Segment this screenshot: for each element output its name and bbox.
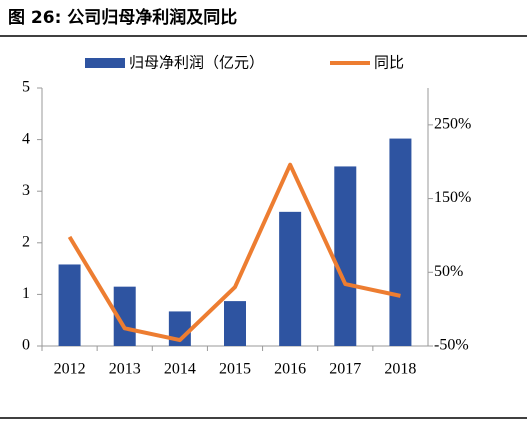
legend-swatch (85, 58, 125, 68)
y2-tick-label: -50% (434, 337, 469, 354)
bar (334, 166, 357, 346)
bar (279, 211, 302, 346)
x-tick-label: 2017 (329, 361, 361, 378)
y-tick-label: 2 (22, 233, 30, 250)
x-tick-label: 2015 (219, 361, 251, 378)
y-tick-label: 4 (22, 130, 30, 147)
x-tick-label: 2016 (274, 361, 306, 378)
bar (389, 138, 412, 346)
y-tick-label: 1 (22, 285, 30, 302)
y2-tick-label: 150% (434, 189, 471, 206)
bar (58, 264, 81, 346)
x-tick-label: 2012 (54, 361, 86, 378)
y-tick-label: 0 (22, 337, 30, 354)
y2-tick-label: 50% (434, 263, 463, 280)
line (67, 162, 401, 343)
y-tick-label: 5 (22, 79, 30, 96)
bar (224, 301, 246, 346)
x-tick-label: 2014 (164, 361, 196, 378)
x-tick-label: 2018 (384, 361, 416, 378)
y-tick-label: 3 (22, 182, 30, 199)
legend-label: 归母净利润（亿元） (129, 54, 264, 72)
y2-tick-label: 250% (434, 116, 471, 133)
x-tick-label: 2013 (109, 361, 141, 378)
legend-label: 同比 (374, 54, 404, 72)
chart-title: 图 26: 公司归母净利润及同比 (8, 7, 237, 28)
